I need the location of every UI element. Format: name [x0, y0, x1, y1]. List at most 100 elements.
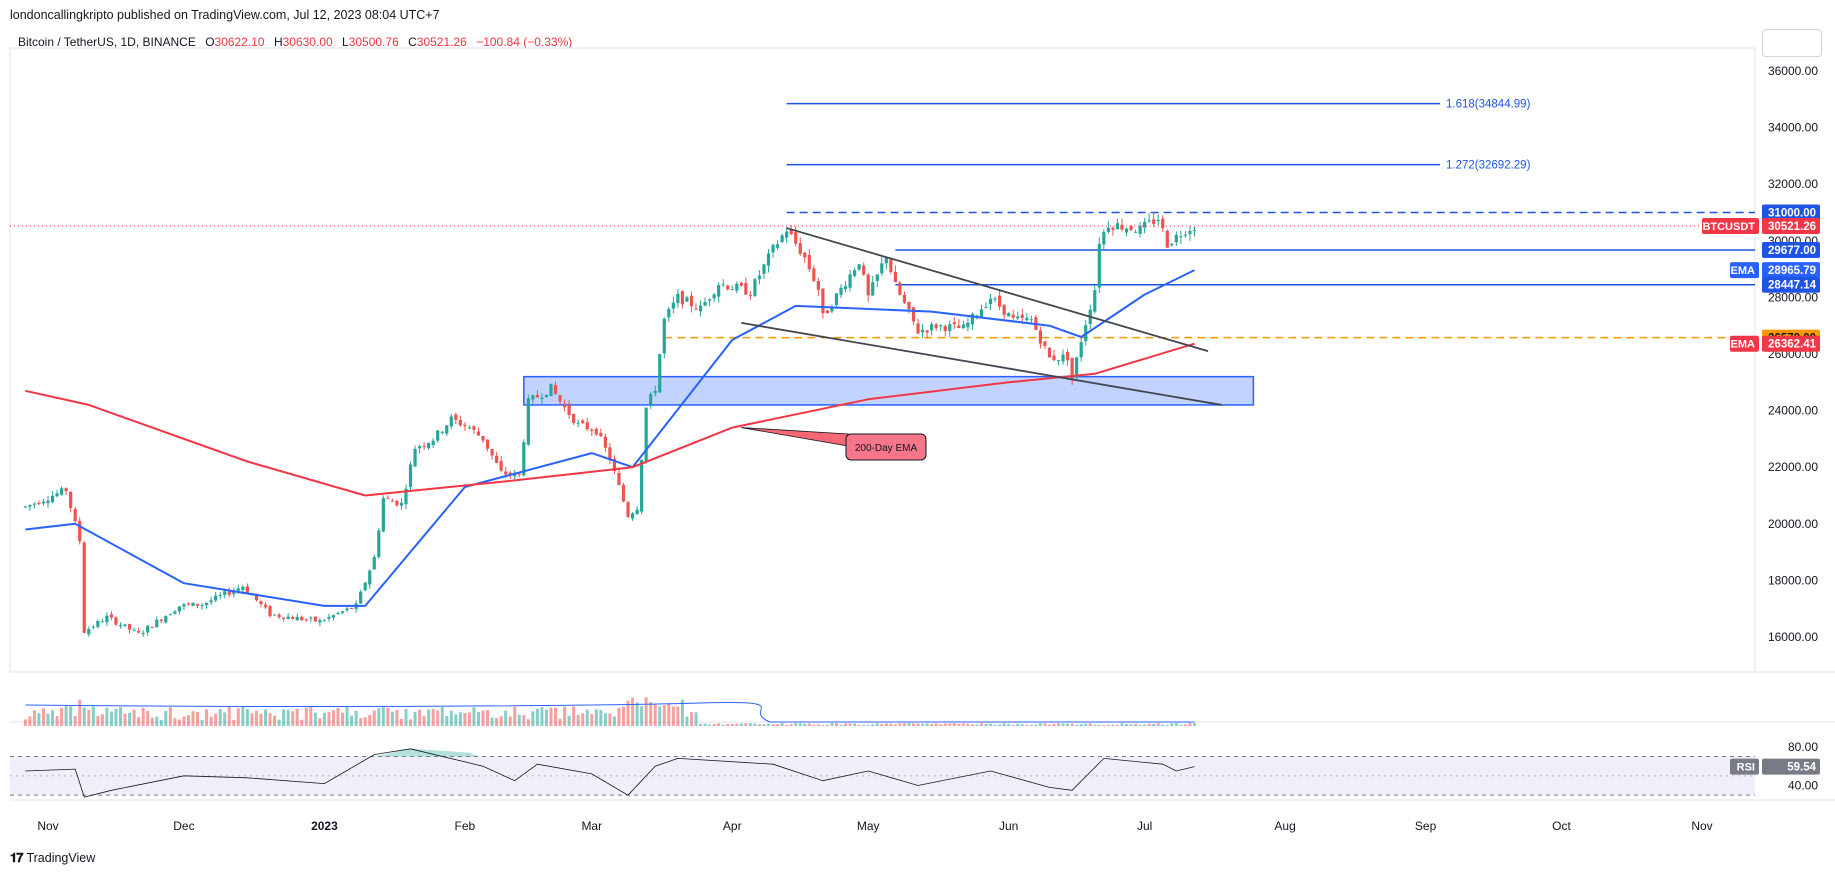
plot-frame — [9, 47, 1756, 673]
volume-bar — [984, 724, 988, 726]
volume-bar — [1134, 723, 1138, 726]
volume-bar — [1156, 723, 1160, 726]
candle-body — [739, 282, 743, 286]
volume-bar — [191, 711, 195, 726]
volume-bar — [277, 719, 281, 726]
volume-bar — [893, 724, 897, 726]
volume-bar — [304, 707, 308, 726]
candle-body — [150, 626, 154, 628]
change-value: −100.84 (−0.33%) — [476, 35, 573, 49]
candle-body — [1065, 352, 1070, 361]
candle-body — [644, 407, 648, 461]
candle-body — [703, 302, 707, 306]
volume-bar — [1029, 724, 1033, 726]
volume-bar — [717, 723, 721, 726]
volume-bar — [359, 718, 363, 726]
tag-29677-bg — [1762, 241, 1820, 258]
volume-bar — [372, 710, 376, 726]
candle-body — [454, 414, 458, 420]
volume-bar — [776, 723, 780, 726]
candle-body — [1147, 220, 1151, 222]
volume-bar — [767, 723, 771, 726]
candle-body — [617, 473, 621, 485]
candle-body — [549, 383, 553, 396]
volume-bar — [703, 723, 707, 726]
candle-body — [114, 617, 118, 625]
volume-bar — [51, 710, 55, 726]
close-label: C — [408, 35, 417, 49]
candle-body — [254, 593, 259, 601]
candle-body — [1183, 234, 1188, 236]
volume-bar — [245, 708, 249, 726]
volume-bar — [708, 724, 712, 726]
volume-bar — [1188, 723, 1192, 726]
candle-body — [581, 420, 585, 424]
candle-body — [155, 619, 159, 628]
candle-body — [499, 460, 503, 471]
candle-body — [907, 301, 911, 310]
candle-body — [504, 471, 508, 475]
volume-bar — [472, 707, 476, 726]
candle-body — [843, 286, 848, 290]
candle-body — [381, 498, 385, 532]
candle-body — [1079, 341, 1083, 358]
volume-bar — [1161, 724, 1165, 726]
volume-bar — [603, 713, 607, 726]
candle-body — [1043, 341, 1047, 347]
volume-bar — [422, 716, 426, 726]
volume-bar — [476, 712, 480, 726]
candle-body — [893, 271, 897, 283]
volume-bar — [943, 723, 947, 726]
candle-body — [558, 395, 562, 402]
volume-bar — [1047, 724, 1051, 726]
volume-bar — [884, 723, 888, 726]
volume-bar — [644, 697, 648, 726]
candle-body — [195, 603, 200, 606]
ema-line-1 — [25, 342, 1195, 497]
volume-bar — [78, 699, 82, 726]
volume-bar — [254, 710, 258, 726]
candle-body — [952, 322, 956, 325]
price-chart[interactable]: 36000.0034000.0032000.0030000.0028000.00… — [0, 0, 1835, 840]
volume-bar — [409, 719, 413, 726]
volume-bar — [499, 716, 503, 726]
volume-bar — [454, 714, 458, 726]
chart-control-button[interactable] — [1762, 29, 1822, 57]
volume-bar — [46, 713, 50, 726]
volume-bar — [399, 719, 403, 726]
ema-line-0 — [25, 269, 1195, 607]
volume-bar — [807, 723, 811, 726]
candle-body — [522, 442, 526, 476]
high-label: H — [273, 35, 283, 49]
candle-body — [336, 613, 340, 615]
volume-bar — [948, 723, 952, 726]
candle-body — [359, 591, 363, 604]
candle-body — [286, 616, 290, 620]
candle-body — [794, 231, 798, 244]
volume-bar — [1111, 724, 1115, 726]
volume-bar — [699, 723, 703, 726]
candle-body — [934, 324, 938, 329]
volume-bar — [1084, 723, 1088, 726]
candle-body — [689, 295, 694, 307]
volume-bar — [830, 723, 834, 726]
volume-bar — [866, 724, 870, 726]
candle-body — [603, 436, 607, 448]
volume-bar — [853, 723, 857, 726]
fib-label-0: 1.618(34844.99) — [1446, 99, 1531, 111]
candle-body — [889, 259, 893, 272]
volume-bar — [640, 706, 644, 726]
candle-body — [680, 291, 685, 305]
volume-bar — [313, 712, 317, 726]
volume-bar — [816, 724, 820, 726]
candle-body — [866, 274, 870, 296]
candle-body — [277, 614, 281, 618]
rsi-value-bg — [1762, 758, 1820, 775]
volume-bar — [925, 723, 929, 726]
volume-bar — [649, 702, 653, 726]
volume-bar — [934, 723, 938, 726]
candle-body — [948, 324, 952, 332]
volume-bar — [730, 724, 734, 726]
volume-bar — [989, 723, 993, 726]
candle-body — [1174, 234, 1178, 243]
